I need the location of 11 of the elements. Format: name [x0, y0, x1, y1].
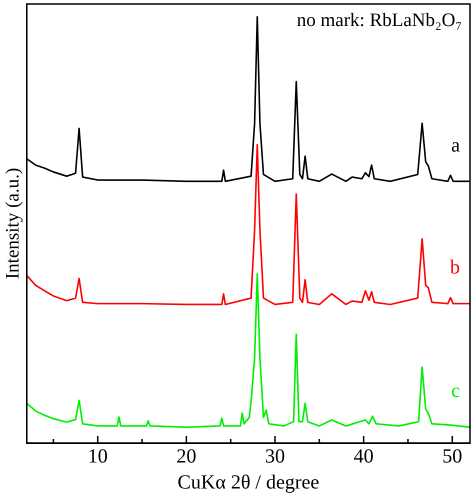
series-label: b [450, 256, 460, 279]
x-tick-label: 50 [442, 445, 462, 468]
x-axis-title: CuKα 2θ / degree [178, 471, 320, 494]
series-label: c [451, 380, 460, 402]
series-label: a [451, 134, 460, 156]
x-tick-label: 10 [88, 445, 108, 468]
annotation: no mark: RbLaNb₂O₇ [296, 10, 462, 31]
x-tick-label: 20 [176, 445, 196, 468]
x-tick-label: 40 [354, 445, 374, 468]
y-axis-title: Intensity (a.u.) [2, 168, 24, 280]
x-tick-label: 30 [264, 445, 285, 468]
